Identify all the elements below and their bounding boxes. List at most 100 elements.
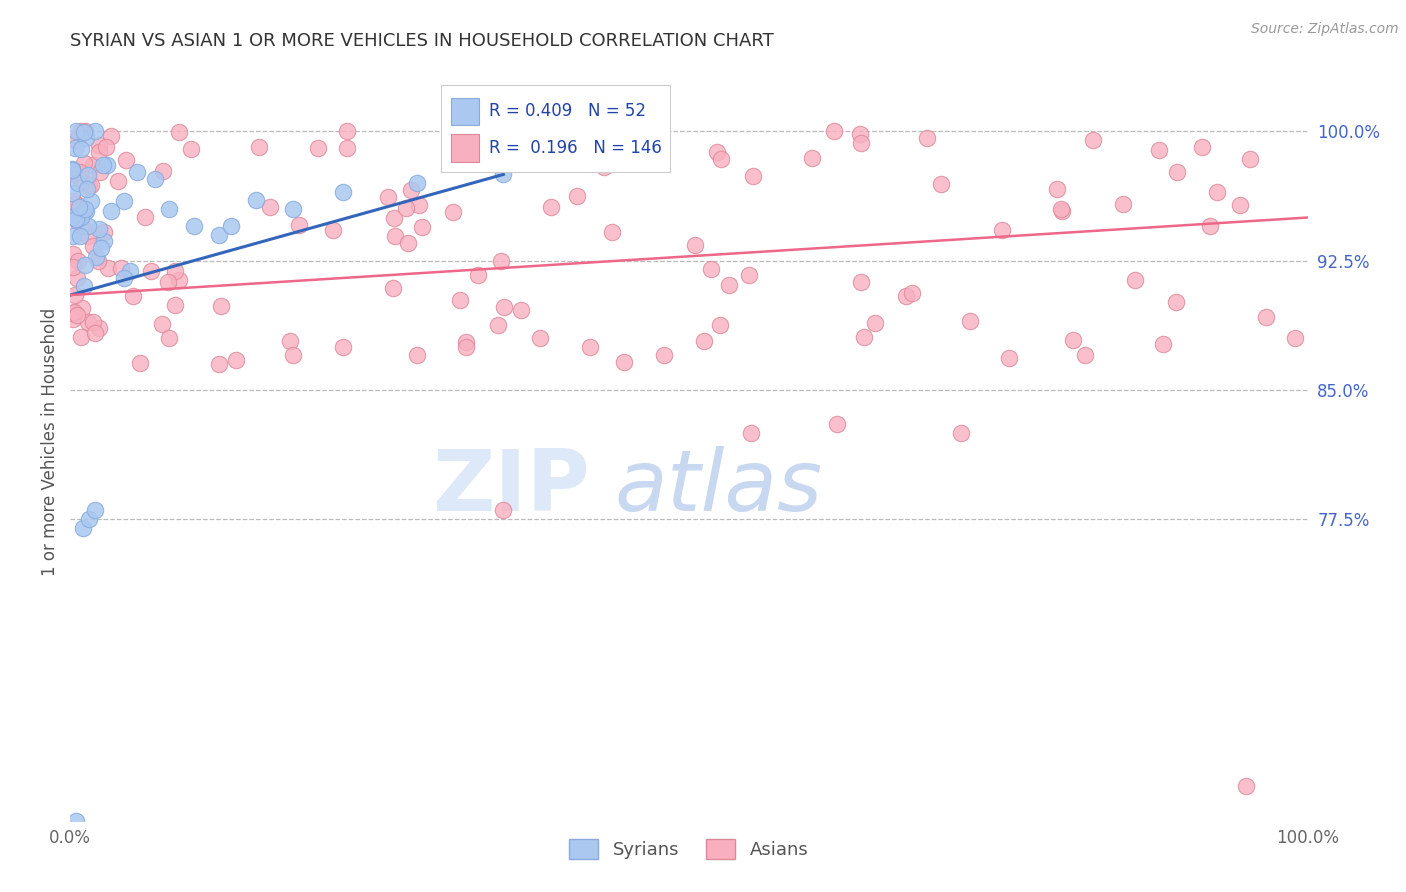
Point: [110, 261, 132, 276]
Point: [183, 219, 205, 234]
Point: [259, 200, 281, 214]
Point: [1050, 204, 1073, 219]
Point: [613, 355, 636, 369]
Point: [70, 124, 93, 138]
Point: [827, 417, 849, 432]
Point: [280, 334, 302, 348]
Point: [1191, 140, 1213, 154]
Point: [405, 348, 427, 362]
Point: [70, 301, 93, 315]
Point: [1229, 198, 1251, 212]
Point: [709, 318, 731, 333]
Point: [1166, 294, 1188, 309]
Point: [62, 260, 84, 274]
Point: [84, 250, 107, 264]
Point: [62, 247, 84, 261]
Point: [70, 211, 93, 225]
Point: [405, 176, 427, 190]
Point: [853, 329, 876, 343]
Point: [492, 168, 515, 182]
Point: [710, 152, 733, 166]
Point: [1199, 219, 1222, 234]
Point: [1152, 336, 1174, 351]
Point: [685, 238, 707, 252]
Legend: Syrians, Asians: Syrians, Asians: [562, 832, 815, 866]
Point: [494, 300, 516, 314]
Point: [66, 176, 89, 190]
Point: [77, 512, 100, 526]
Point: [80, 194, 103, 208]
Point: [65, 132, 87, 146]
Point: [72, 521, 94, 535]
Point: [901, 285, 924, 300]
Point: [87, 254, 110, 268]
Point: [894, 289, 917, 303]
Point: [87, 138, 110, 153]
Point: [76, 182, 98, 196]
Point: [60, 161, 83, 176]
Point: [112, 270, 135, 285]
Point: [65, 214, 87, 228]
Point: [1147, 143, 1170, 157]
Point: [118, 264, 141, 278]
Point: [60, 163, 83, 178]
Point: [73, 258, 96, 272]
Point: [167, 124, 190, 138]
Point: [990, 223, 1012, 237]
Point: [73, 125, 96, 139]
Point: [73, 279, 96, 293]
Point: [529, 331, 551, 345]
Point: [75, 202, 97, 216]
Point: [62, 306, 84, 320]
Point: [70, 174, 93, 188]
Point: [90, 241, 112, 255]
Point: [394, 201, 416, 215]
Text: ZIP: ZIP: [432, 445, 591, 529]
Point: [1239, 152, 1261, 166]
Point: [100, 128, 122, 143]
Point: [1256, 310, 1278, 324]
Point: [602, 225, 624, 239]
Point: [66, 254, 89, 268]
Point: [73, 155, 96, 169]
Point: [76, 315, 98, 329]
Point: [62, 167, 84, 181]
Point: [143, 171, 166, 186]
Point: [60, 210, 83, 224]
Point: [80, 178, 103, 192]
Point: [87, 221, 110, 235]
Point: [377, 190, 399, 204]
Point: [408, 198, 430, 212]
Point: [336, 124, 359, 138]
Point: [75, 131, 97, 145]
Point: [65, 211, 87, 226]
Point: [332, 340, 354, 354]
Text: R =  0.196   N = 146: R = 0.196 N = 146: [488, 139, 661, 157]
Y-axis label: 1 or more Vehicles in Household: 1 or more Vehicles in Household: [41, 308, 59, 575]
Point: [83, 326, 105, 340]
Point: [281, 348, 304, 362]
FancyBboxPatch shape: [441, 85, 671, 172]
Point: [1166, 165, 1188, 179]
Point: [593, 160, 616, 174]
Point: [125, 165, 148, 179]
Point: [97, 261, 120, 276]
Point: [65, 124, 87, 138]
Point: [76, 219, 98, 233]
Point: [65, 814, 87, 828]
Point: [950, 425, 973, 440]
Point: [441, 204, 464, 219]
Point: [67, 200, 90, 214]
Point: [336, 140, 359, 154]
Point: [567, 189, 589, 203]
Point: [62, 228, 84, 243]
Point: [66, 165, 89, 179]
Point: [96, 158, 118, 172]
Point: [180, 142, 202, 156]
Point: [1074, 348, 1097, 362]
Point: [741, 169, 763, 183]
Point: [848, 127, 870, 141]
Point: [150, 318, 173, 332]
Point: [491, 253, 513, 268]
Point: [73, 124, 96, 138]
